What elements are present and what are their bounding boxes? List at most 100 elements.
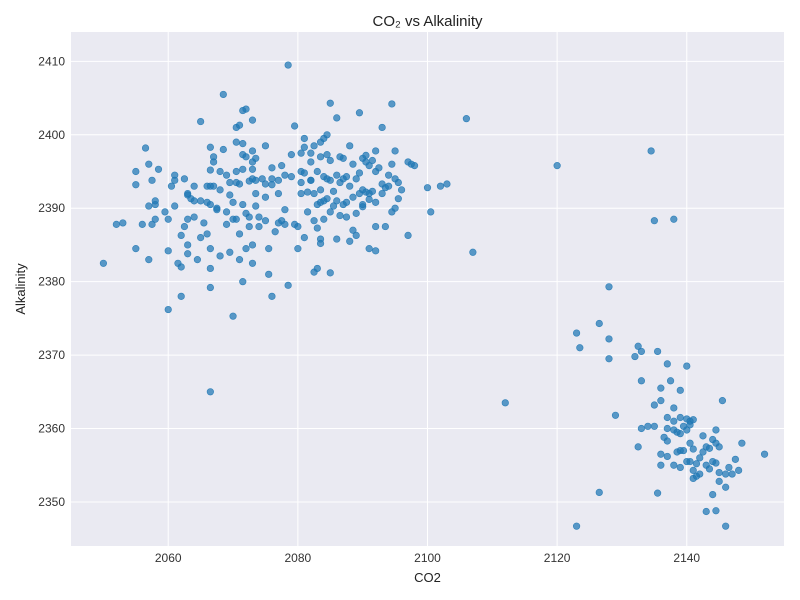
data-point: [650, 401, 658, 409]
data-point: [346, 142, 354, 150]
data-point: [663, 413, 671, 422]
data-point: [722, 522, 730, 530]
data-point: [388, 160, 396, 168]
y-tick-label: 2350: [38, 495, 65, 509]
data-point: [368, 156, 377, 165]
data-point: [410, 162, 419, 170]
data-point: [141, 144, 150, 152]
data-point: [663, 437, 671, 445]
data-point: [278, 162, 286, 170]
data-point: [336, 211, 344, 220]
data-point: [320, 215, 328, 223]
data-point: [611, 411, 620, 419]
data-point: [346, 237, 354, 245]
data-point: [177, 292, 185, 300]
data-point: [679, 446, 688, 455]
data-point: [375, 164, 383, 172]
data-point: [683, 362, 691, 370]
data-point: [365, 195, 373, 204]
data-point: [378, 123, 386, 132]
data-point: [391, 147, 399, 155]
data-point: [268, 181, 276, 189]
data-point: [307, 158, 315, 166]
data-point: [676, 386, 684, 394]
data-point: [572, 329, 581, 337]
data-point: [572, 522, 581, 530]
x-tick-label: 2100: [414, 551, 441, 565]
data-point: [281, 220, 289, 228]
data-point: [274, 189, 283, 198]
data-point: [242, 245, 250, 253]
data-point: [576, 344, 584, 352]
data-point: [342, 213, 351, 221]
data-point: [294, 222, 302, 231]
data-point: [248, 241, 257, 249]
data-point: [294, 245, 302, 253]
y-tick-label: 2400: [38, 128, 65, 142]
data-point: [595, 488, 603, 496]
data-point: [715, 443, 723, 451]
data-point: [219, 145, 227, 154]
data-point: [197, 197, 205, 205]
data-point: [216, 252, 224, 260]
data-point: [184, 241, 192, 249]
data-point: [210, 153, 218, 161]
data-point: [300, 234, 308, 242]
data-point: [731, 455, 739, 463]
data-point: [676, 413, 684, 422]
data-point: [339, 154, 347, 162]
data-point: [657, 461, 665, 469]
data-point: [171, 202, 179, 210]
data-point: [184, 250, 192, 258]
data-point: [352, 231, 360, 239]
data-point: [372, 198, 380, 206]
data-point: [391, 204, 399, 212]
data-point: [232, 167, 240, 176]
data-point: [287, 151, 295, 159]
data-point: [206, 283, 214, 292]
data-point: [232, 138, 240, 146]
data-point: [553, 162, 561, 170]
data-point: [222, 171, 231, 179]
data-point: [670, 215, 678, 223]
data-point: [404, 231, 412, 239]
data-point: [725, 463, 733, 472]
data-point: [349, 160, 357, 168]
data-point: [287, 173, 295, 181]
data-point: [213, 206, 221, 214]
data-point: [605, 335, 613, 343]
data-point: [145, 256, 153, 264]
data-point: [252, 176, 260, 184]
data-point: [261, 180, 270, 188]
data-point: [738, 439, 746, 447]
x-tick-label: 2060: [155, 551, 182, 565]
data-points: [99, 61, 769, 530]
data-point: [388, 100, 396, 108]
x-tick-label: 2120: [544, 551, 571, 565]
data-point: [696, 454, 704, 462]
data-point: [709, 491, 717, 499]
data-point: [222, 220, 231, 228]
y-tick-label: 2360: [38, 422, 65, 436]
data-point: [138, 220, 146, 228]
data-point: [255, 222, 263, 231]
data-point: [307, 176, 315, 184]
data-point: [261, 217, 270, 225]
data-point: [99, 259, 108, 267]
data-point: [206, 264, 214, 273]
x-axis-label: CO2: [414, 570, 441, 585]
data-point: [310, 217, 318, 225]
data-point: [634, 443, 642, 451]
data-point: [326, 156, 334, 165]
data-point: [647, 147, 655, 155]
data-point: [203, 230, 211, 238]
data-point: [268, 292, 276, 300]
data-point: [248, 116, 257, 124]
data-point: [265, 245, 273, 253]
data-point: [326, 269, 334, 277]
data-point: [349, 226, 357, 234]
data-point: [303, 188, 312, 196]
data-point: [216, 167, 224, 176]
data-point: [151, 200, 159, 209]
data-point: [307, 149, 315, 157]
